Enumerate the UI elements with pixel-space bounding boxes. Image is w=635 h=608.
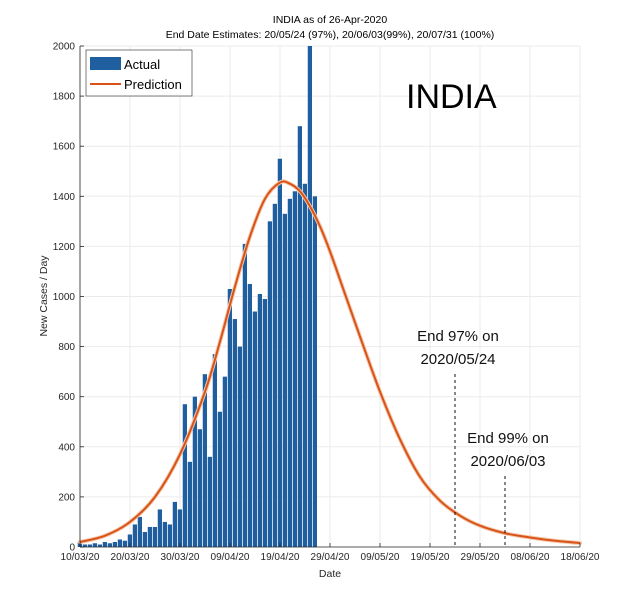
annotation-line1: End 99% on — [467, 430, 549, 447]
y-tick-label: 800 — [58, 342, 75, 353]
x-tick-label: 19/05/20 — [411, 552, 450, 563]
bar-actual — [262, 299, 267, 547]
bar-actual — [107, 543, 112, 547]
country-label: INDIA — [406, 78, 497, 116]
bar-actual — [162, 521, 167, 547]
axes: 0 200 400 600 800 1000 1200 1400 1600 1800 2000 10/… — [53, 42, 600, 564]
bar-actual — [147, 526, 152, 547]
bar-actual — [172, 501, 177, 547]
x-tick-label: 30/03/20 — [161, 552, 200, 563]
bar-actual — [267, 221, 272, 547]
x-tick-label: 19/04/20 — [261, 552, 300, 563]
bar-actual — [122, 540, 127, 547]
bar-actual — [82, 544, 87, 547]
line-series-prediction — [78, 179, 582, 545]
annotation-line2: 2020/05/24 — [420, 351, 495, 368]
x-tick-label: 10/03/20 — [61, 552, 100, 563]
bar-actual — [287, 198, 292, 547]
y-tick-label: 0 — [69, 543, 75, 554]
bar-actual — [227, 288, 232, 547]
bar-actual — [157, 509, 162, 547]
y-axis-label: New Cases / Day — [38, 255, 50, 337]
annotation-line2: 2020/06/03 — [470, 453, 545, 470]
bar-actual — [197, 429, 202, 547]
bar-series-actual — [77, 46, 317, 548]
y-tick-label: 1000 — [53, 292, 76, 303]
bar-actual — [102, 541, 107, 547]
bar-actual — [152, 526, 157, 547]
bar-actual — [117, 539, 122, 547]
bar-actual — [297, 126, 302, 547]
bar-actual — [282, 213, 287, 547]
bar-actual — [112, 541, 117, 547]
bar-actual — [167, 524, 172, 547]
annotations: End 97% on 2020/05/24 End 99% on 2020/06/03 — [417, 328, 549, 547]
bar-actual — [232, 319, 237, 547]
bar-actual — [132, 524, 137, 547]
prediction-line — [79, 180, 581, 544]
bar-actual — [237, 346, 242, 547]
bar-actual — [142, 531, 147, 547]
legend-label-actual: Actual — [124, 57, 160, 72]
bar-actual — [212, 354, 217, 547]
bar-actual — [222, 376, 227, 547]
bar-actual — [87, 544, 92, 547]
annotation-line1: End 97% on — [417, 328, 499, 345]
x-axis-label: Date — [319, 568, 341, 580]
x-tick-label: 18/06/20 — [561, 552, 600, 563]
bar-actual — [207, 456, 212, 547]
bar-actual — [312, 196, 317, 548]
chart-subtitle: End Date Estimates: 20/05/24 (97%), 20/0… — [166, 29, 495, 41]
bar-actual — [97, 544, 102, 547]
y-tick-label: 2000 — [53, 42, 76, 53]
bar-actual — [252, 311, 257, 547]
bar-actual — [277, 158, 282, 547]
x-tick-label: 09/05/20 — [361, 552, 400, 563]
y-tick-label: 1800 — [53, 92, 76, 103]
bar-actual — [302, 183, 307, 547]
bar-actual — [307, 46, 312, 547]
bar-actual — [92, 543, 97, 547]
y-tick-label: 200 — [58, 492, 75, 503]
legend-label-prediction: Prediction — [124, 77, 182, 92]
bar-actual — [247, 283, 252, 547]
x-tick-label: 09/04/20 — [211, 552, 250, 563]
y-tick-label: 400 — [58, 442, 75, 453]
bar-actual — [257, 293, 262, 547]
bar-actual — [292, 191, 297, 548]
x-tick-label: 29/05/20 — [461, 552, 500, 563]
bar-actual — [177, 509, 182, 547]
y-tick-label: 600 — [58, 392, 75, 403]
x-tick-label: 29/04/20 — [311, 552, 350, 563]
x-tick-label: 20/03/20 — [111, 552, 150, 563]
bar-actual — [182, 404, 187, 547]
x-tick-label: 08/06/20 — [511, 552, 550, 563]
legend: Actual Prediction — [85, 49, 193, 97]
bar-actual — [187, 461, 192, 547]
legend-swatch-actual — [90, 57, 121, 70]
bar-actual — [242, 243, 247, 547]
bar-actual — [202, 374, 207, 547]
bar-actual — [272, 203, 277, 547]
bar-actual — [127, 534, 132, 547]
y-tick-label: 1600 — [53, 142, 76, 153]
y-tick-label: 1400 — [53, 192, 76, 203]
bar-actual — [192, 396, 197, 547]
bar-actual — [137, 516, 142, 547]
y-tick-label: 1200 — [53, 242, 76, 253]
bar-actual — [217, 411, 222, 547]
chart-title: INDIA as of 26-Apr-2020 — [273, 14, 388, 26]
